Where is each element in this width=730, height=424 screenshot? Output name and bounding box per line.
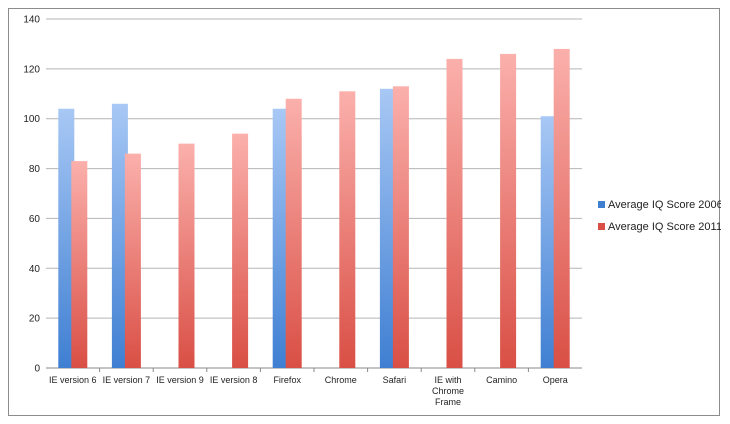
x-tick-label: IE version 8 <box>210 375 258 385</box>
bar-2011 <box>285 98 302 369</box>
x-tick-label: Camino <box>486 375 517 385</box>
y-tick-label: 100 <box>23 114 40 125</box>
bar-2006 <box>58 108 75 368</box>
y-tick-label: 80 <box>29 164 41 175</box>
x-axis <box>99 368 529 372</box>
bar-2006 <box>540 116 557 368</box>
x-tick-label: Chrome <box>325 375 357 385</box>
legend-label: Average IQ Score 2011 <box>608 221 721 233</box>
legend-swatch <box>598 201 605 208</box>
bar-2011 <box>392 86 409 369</box>
chart-frame: 0 20 40 60 80 100 120 140 IE version 6 IE versio… <box>8 8 721 416</box>
bar-2011 <box>232 133 249 368</box>
legend-swatch <box>598 223 605 230</box>
x-tick-label: IE version 9 <box>156 375 204 385</box>
x-tick-label: IE version 6 <box>49 375 97 385</box>
y-tick-label: 40 <box>29 264 41 275</box>
x-tick-label: Opera <box>543 375 568 385</box>
y-axis-ticks: 0 20 40 60 80 100 120 140 <box>23 15 40 375</box>
y-tick-label: 0 <box>34 364 40 375</box>
bar-2006 <box>111 103 128 368</box>
x-tick-label: IE with Chrome Frame <box>432 375 464 407</box>
x-tick-label: IE version 7 <box>103 375 151 385</box>
y-tick-label: 140 <box>23 15 40 26</box>
bar-2011 <box>339 91 356 369</box>
bar-2011 <box>446 58 463 369</box>
x-axis-labels: IE version 6 IE version 7 IE version 9 IE v… <box>49 375 568 407</box>
y-tick-label: 120 <box>23 64 40 75</box>
legend-label: Average IQ Score 2006 <box>608 199 721 211</box>
bar-2011 <box>71 161 88 368</box>
bar-2011 <box>178 143 195 368</box>
y-tick-label: 20 <box>29 314 41 325</box>
x-tick-label: Safari <box>383 375 407 385</box>
legend: Average IQ Score 2006 Average IQ Score 20… <box>598 199 721 233</box>
bars <box>58 48 570 369</box>
bar-2011 <box>500 53 517 369</box>
bar-2011 <box>553 48 570 369</box>
y-tick-label: 60 <box>29 214 41 225</box>
bar-2006 <box>379 88 396 369</box>
bar-2006 <box>272 108 289 368</box>
bar-2011 <box>124 153 141 368</box>
x-tick-label: Firefox <box>273 375 301 385</box>
